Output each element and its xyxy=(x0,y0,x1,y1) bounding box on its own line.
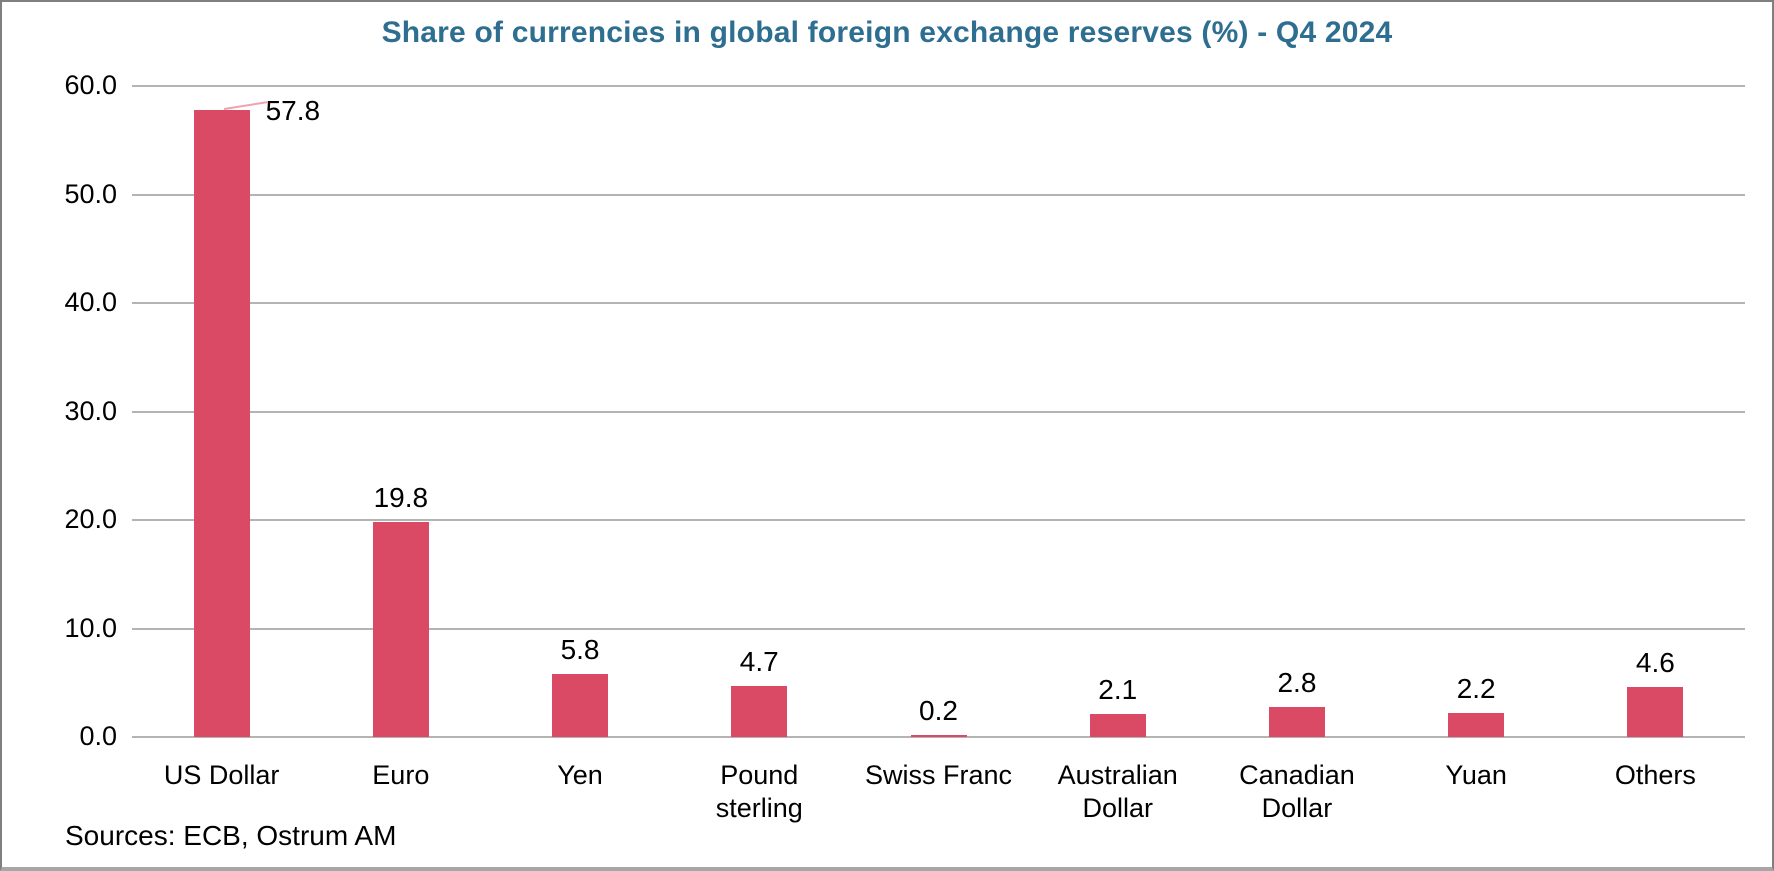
y-axis-tick-label: 20.0 xyxy=(64,504,117,534)
bar xyxy=(372,522,429,737)
x-axis-category-label: Euro xyxy=(372,760,430,790)
gridline xyxy=(132,627,1745,630)
bar xyxy=(552,674,609,737)
y-axis-tick-label: 40.0 xyxy=(64,287,117,317)
bar-value-label: 2.1 xyxy=(1098,674,1138,706)
gridline xyxy=(132,519,1745,521)
bar xyxy=(1268,706,1325,737)
x-axis-category-label: Australian Dollar xyxy=(1057,760,1178,823)
x-axis-category-label: US Dollar xyxy=(163,760,280,790)
y-axis-tick-label: 60.0 xyxy=(64,70,117,100)
bar xyxy=(193,109,250,737)
bar xyxy=(1089,714,1146,737)
x-axis-category-label: Canadian Dollar xyxy=(1239,760,1355,823)
x-axis-category-label: Yuan xyxy=(1445,760,1507,790)
bar xyxy=(731,686,788,737)
chart-title: Share of currencies in global foreign ex… xyxy=(381,16,1393,49)
bar-value-label: 19.8 xyxy=(373,482,429,514)
bar xyxy=(910,734,967,737)
gridline xyxy=(132,736,1745,738)
x-axis-category-label: Pound sterling xyxy=(715,760,803,823)
gridline xyxy=(132,193,1745,196)
bar-value-label: 57.8 xyxy=(265,94,321,126)
bar-value-label: 0.2 xyxy=(919,694,958,726)
bar-value-label: 4.7 xyxy=(739,646,779,677)
bar-value-label: 4.6 xyxy=(1635,647,1675,679)
y-axis-tick-label: 0.0 xyxy=(79,721,117,751)
y-axis-tick-label: 50.0 xyxy=(64,178,117,209)
source-note: Sources: ECB, Ostrum AM xyxy=(65,820,397,851)
bar-value-label: 2.2 xyxy=(1456,673,1496,705)
y-axis-tick-label: 10.0 xyxy=(64,612,117,643)
x-axis-category-label: Swiss Franc xyxy=(864,760,1013,790)
value-label-leader-line xyxy=(223,100,268,110)
gridline xyxy=(132,410,1745,413)
x-axis-category-label: Others xyxy=(1614,760,1696,790)
gridline xyxy=(132,85,1745,87)
gridline xyxy=(132,302,1745,304)
bar xyxy=(1627,687,1684,737)
y-axis-tick-label: 30.0 xyxy=(64,395,117,426)
bar-value-label: 5.8 xyxy=(560,634,600,666)
x-axis-category-label: Yen xyxy=(557,760,603,790)
bar xyxy=(1448,713,1505,737)
bar-value-label: 2.8 xyxy=(1277,666,1317,698)
